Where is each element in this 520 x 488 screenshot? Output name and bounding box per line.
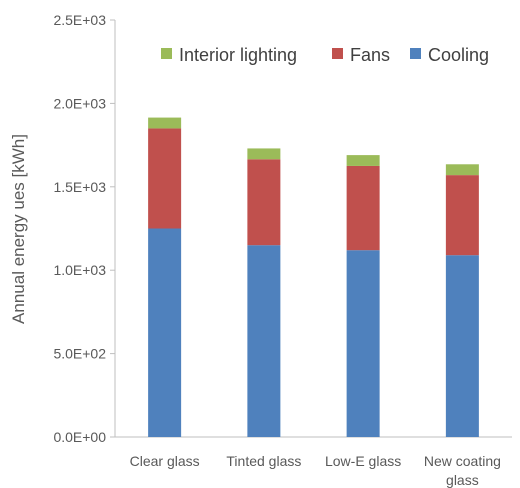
bar-interior-lighting-low-e-glass xyxy=(346,155,380,166)
bars xyxy=(148,117,479,437)
bar-fans-tinted-glass xyxy=(247,159,281,246)
bar-interior-lighting-clear-glass xyxy=(148,117,182,129)
y-tick-label: 5.0E+02 xyxy=(53,346,106,362)
y-tick-label: 1.0E+03 xyxy=(53,262,106,278)
legend-swatch-fans xyxy=(332,48,343,59)
x-tick-label: Low-E glass xyxy=(325,453,401,469)
bar-cooling-clear-glass xyxy=(148,228,182,437)
bar-fans-low-e-glass xyxy=(346,165,380,251)
bar-interior-lighting-tinted-glass xyxy=(247,148,281,160)
y-tick-label: 0.0E+00 xyxy=(53,429,106,445)
bar-cooling-low-e-glass xyxy=(346,250,380,437)
bar-cooling-tinted-glass xyxy=(247,245,281,437)
legend-label-cooling: Cooling xyxy=(428,45,489,65)
y-axis-label: Annual energy ues [kWh] xyxy=(9,134,28,324)
x-tick-label: New coating glass xyxy=(424,453,501,488)
bar-interior-lighting-new-coating-glass xyxy=(445,164,479,176)
legend-swatch-interior-lighting xyxy=(161,48,172,59)
y-tick-label: 2.5E+03 xyxy=(53,12,106,28)
legend: Interior lighting Fans Cooling xyxy=(161,45,489,65)
y-axis: 0.0E+00 5.0E+02 1.0E+03 1.5E+03 2.0E+03 2.5E+… xyxy=(53,12,116,445)
legend-label-fans: Fans xyxy=(350,45,390,65)
y-tick-label: 1.5E+03 xyxy=(53,179,106,195)
legend-label-interior-lighting: Interior lighting xyxy=(179,45,297,65)
bar-fans-clear-glass xyxy=(148,128,182,229)
x-tick-label: Clear glass xyxy=(130,453,200,469)
y-tick-label: 2.0E+03 xyxy=(53,95,106,111)
legend-swatch-cooling xyxy=(410,48,421,59)
bar-fans-new-coating-glass xyxy=(445,175,479,256)
x-tick-labels: Clear glass Tinted glass Low-E glass New co… xyxy=(130,453,501,488)
x-tick-label: Tinted glass xyxy=(226,453,301,469)
bar-cooling-new-coating-glass xyxy=(445,255,479,437)
